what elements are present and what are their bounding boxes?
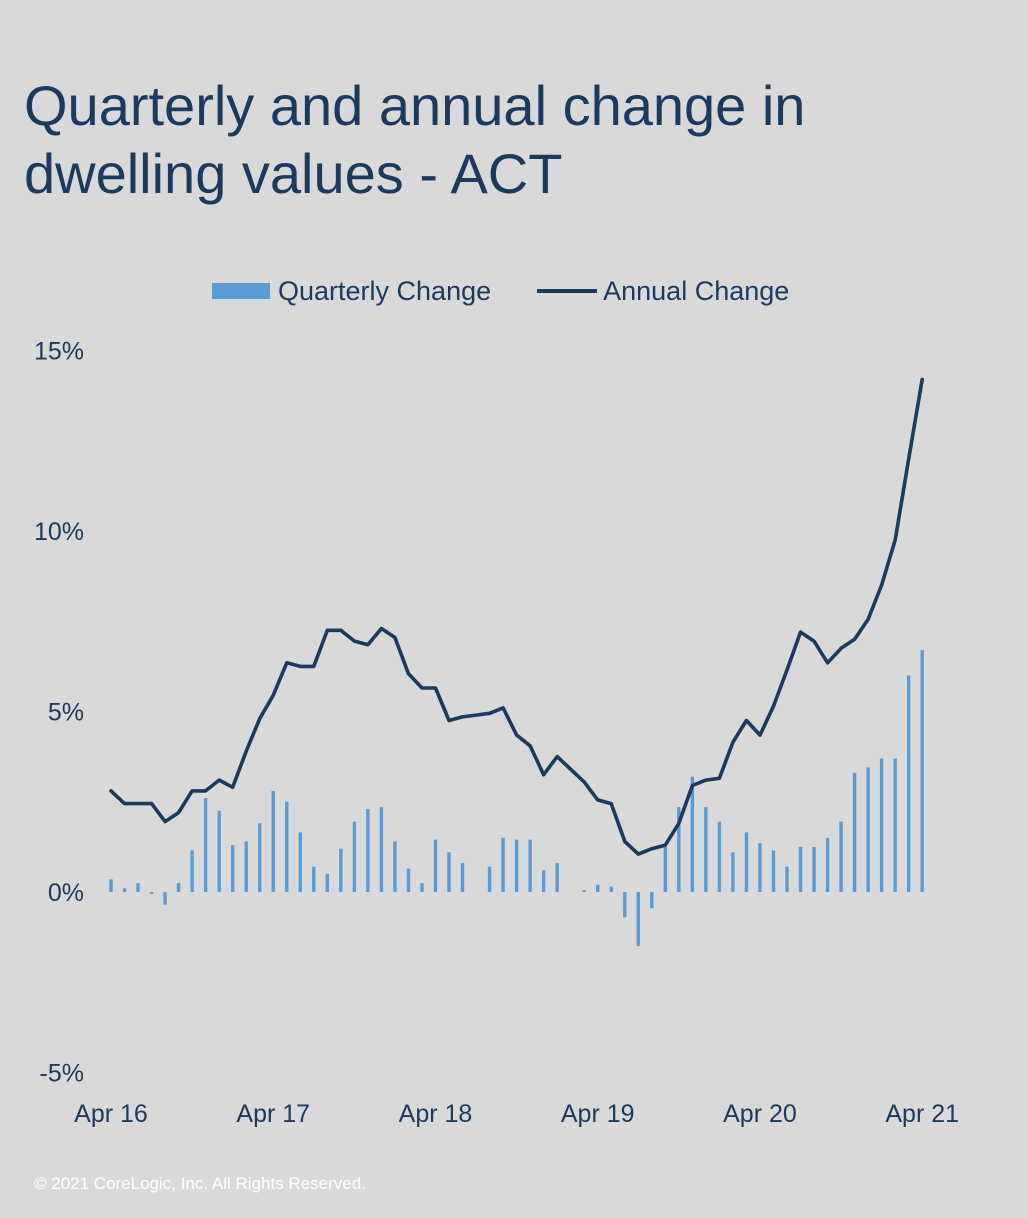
quarterly-bar xyxy=(122,888,127,892)
quarterly-bar xyxy=(650,892,654,909)
quarterly-bar xyxy=(528,839,532,892)
chart-title: Quarterly and annual change in dwelling … xyxy=(24,72,984,208)
x-axis: Apr 16 Apr 17 Apr 18 Apr 19 Apr 20 Apr 21 xyxy=(74,1100,959,1128)
quarterly-bar xyxy=(785,866,789,892)
quarterly-bar xyxy=(149,892,154,894)
quarterly-bar xyxy=(893,758,897,892)
quarterly-bar xyxy=(920,650,924,892)
y-axis: 15% 10% 5% 0% -5% xyxy=(34,338,84,1088)
x-tick-label: Apr 17 xyxy=(236,1100,310,1128)
quarterly-bar xyxy=(744,832,749,892)
quarterly-bar xyxy=(501,837,505,892)
quarterly-bar xyxy=(852,772,857,892)
x-tick-label: Apr 18 xyxy=(399,1100,473,1128)
chart-plot: 15%10%5%0%-5% Apr 16 Apr 17 Apr 18 Apr 19 Ap… xyxy=(34,338,959,1129)
quarterly-bar xyxy=(258,823,262,892)
x-tick-label: Apr 19 xyxy=(561,1100,635,1128)
y-tick-label: 0% xyxy=(48,879,84,907)
quarterly-bar xyxy=(366,808,370,892)
quarterly-bar xyxy=(636,892,640,947)
quarterly-bar xyxy=(406,868,411,892)
quarterly-bar xyxy=(339,848,343,892)
legend-swatch-quarterly xyxy=(212,283,270,299)
quarterly-bar xyxy=(514,839,519,892)
legend-swatch-annual xyxy=(537,289,598,293)
quarterly-bar xyxy=(298,832,302,892)
y-tick-label: 10% xyxy=(34,518,84,546)
quarterly-bar xyxy=(203,798,208,892)
quarterly-bar xyxy=(677,807,681,892)
quarterly-bar xyxy=(582,890,586,892)
quarterly-bar xyxy=(393,841,397,892)
quarterly-bar xyxy=(433,839,438,892)
quarterly-bar xyxy=(771,850,776,892)
quarterly-bar xyxy=(879,758,884,892)
quarterly-bar xyxy=(609,886,613,892)
quarterly-bar xyxy=(825,837,830,892)
quarterly-bar xyxy=(176,882,181,892)
legend-label-annual: Annual Change xyxy=(603,275,790,306)
quarterly-bar xyxy=(136,882,140,892)
annual-change-line xyxy=(109,377,925,856)
quarterly-bar xyxy=(379,807,384,892)
quarterly-bar xyxy=(758,843,762,892)
y-tick-label: 5% xyxy=(48,699,84,727)
quarterly-bar xyxy=(190,850,194,892)
quarterly-bar xyxy=(812,846,816,892)
y-tick-label: 15% xyxy=(34,338,84,366)
quarterly-bar xyxy=(623,892,627,918)
quarterly-bar xyxy=(866,767,870,892)
quarterly-bar xyxy=(690,776,695,892)
quarterly-bar xyxy=(447,852,451,892)
quarterly-bar xyxy=(352,821,357,892)
chart-legend: Quarterly Change Annual Change xyxy=(212,274,789,308)
x-tick-label: Apr 16 xyxy=(74,1100,148,1128)
quarterly-bar xyxy=(325,873,330,892)
quarterly-bar xyxy=(420,882,424,892)
quarterly-bar xyxy=(798,846,803,892)
quarterly-bar xyxy=(230,845,235,892)
quarterly-bar xyxy=(839,821,843,892)
quarterly-bar xyxy=(109,879,113,892)
quarterly-bar xyxy=(717,821,722,892)
quarterly-bar xyxy=(906,675,911,892)
y-tick-label: -5% xyxy=(40,1060,84,1088)
annual-line-group xyxy=(109,377,925,856)
quarterly-bar xyxy=(704,807,708,892)
quarterly-bar xyxy=(541,870,546,892)
quarterly-bar xyxy=(312,866,316,892)
quarterly-bar xyxy=(163,892,167,905)
x-tick-label: Apr 20 xyxy=(723,1100,797,1128)
chart-title-line-2: dwelling values - ACT xyxy=(24,142,563,205)
quarterly-bar xyxy=(271,790,275,892)
quarterly-bar xyxy=(460,863,465,892)
quarterly-bar xyxy=(555,863,559,892)
quarterly-bar xyxy=(731,852,735,892)
legend-item-quarterly: Quarterly Change xyxy=(212,276,491,307)
quarterly-bars xyxy=(109,650,924,947)
quarterly-bar xyxy=(244,841,248,892)
quarterly-bar xyxy=(285,801,289,892)
x-tick-label: Apr 21 xyxy=(885,1100,959,1128)
quarterly-bar xyxy=(487,866,492,892)
quarterly-bar xyxy=(217,810,221,892)
legend-label-quarterly: Quarterly Change xyxy=(278,275,492,306)
chart-title-line-1: Quarterly and annual change in xyxy=(24,74,806,137)
legend-item-annual: Annual Change xyxy=(537,276,789,307)
copyright-footer: © 2021 CoreLogic, Inc. All Rights Reserv… xyxy=(34,1174,366,1193)
quarterly-bar xyxy=(596,884,600,892)
quarterly-bar xyxy=(663,846,668,892)
